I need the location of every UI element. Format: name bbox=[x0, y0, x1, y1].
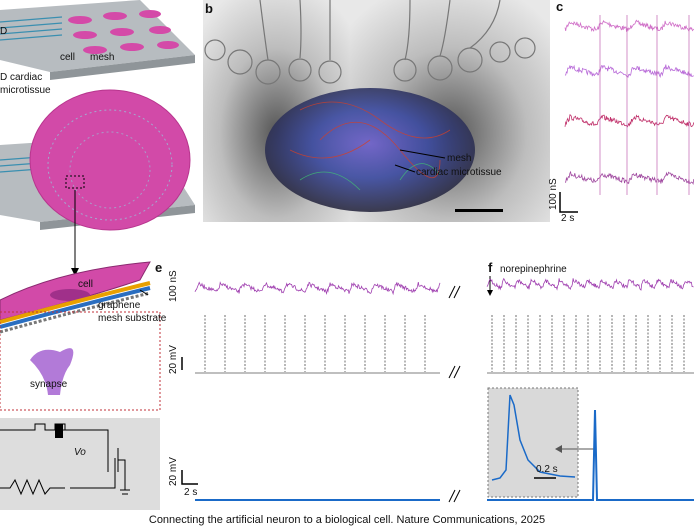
scale-label: 100 nS bbox=[548, 178, 559, 210]
label: D cardiac bbox=[0, 72, 42, 83]
trace bbox=[448, 285, 461, 299]
bottom-slab bbox=[0, 89, 195, 231]
scale-label: 20 mV bbox=[168, 345, 179, 374]
label: norepinephrine bbox=[500, 264, 567, 275]
label: mesh bbox=[90, 52, 114, 63]
panel-letter: e bbox=[155, 260, 162, 275]
caption: Connecting the artificial neuron to a bi… bbox=[149, 514, 545, 526]
traces bbox=[564, 15, 694, 195]
trace bbox=[564, 64, 694, 78]
scale-bar bbox=[181, 470, 198, 485]
scale-label: 100 nS bbox=[168, 270, 179, 302]
corner-fragment: D bbox=[0, 26, 7, 37]
trace bbox=[448, 365, 461, 379]
trace bbox=[486, 277, 694, 291]
trace bbox=[487, 409, 694, 501]
label: mesh substrate bbox=[98, 313, 167, 324]
trace bbox=[565, 170, 694, 185]
scale-label: 2 s bbox=[184, 487, 197, 498]
cell-diagram bbox=[0, 261, 161, 510]
label: cell bbox=[60, 52, 75, 63]
trace bbox=[448, 489, 461, 503]
traces bbox=[194, 281, 441, 501]
trace bbox=[564, 114, 694, 128]
panel-letter: c bbox=[556, 0, 563, 14]
scale-label: 20 mV bbox=[168, 457, 179, 486]
scale-label: 2 s bbox=[561, 213, 574, 224]
trace bbox=[564, 19, 694, 32]
label: Vo bbox=[74, 447, 86, 458]
label: mesh bbox=[447, 153, 471, 164]
trace bbox=[194, 281, 441, 296]
scale-label: 0.2 s bbox=[536, 464, 558, 475]
top-slab bbox=[0, 0, 195, 80]
inset bbox=[487, 387, 594, 498]
photo-content bbox=[204, 0, 536, 212]
scale-bar bbox=[559, 192, 578, 213]
label: cell bbox=[78, 279, 93, 290]
axis-breaks bbox=[448, 285, 461, 503]
label: synapse bbox=[30, 379, 68, 390]
label: graphene bbox=[98, 300, 141, 311]
arrow bbox=[71, 190, 79, 276]
panel-letter: f bbox=[488, 260, 493, 275]
traces bbox=[486, 277, 694, 501]
panel-letter: b bbox=[205, 1, 213, 16]
label: microtissue bbox=[0, 85, 51, 96]
label: cardiac microtissue bbox=[416, 167, 502, 178]
